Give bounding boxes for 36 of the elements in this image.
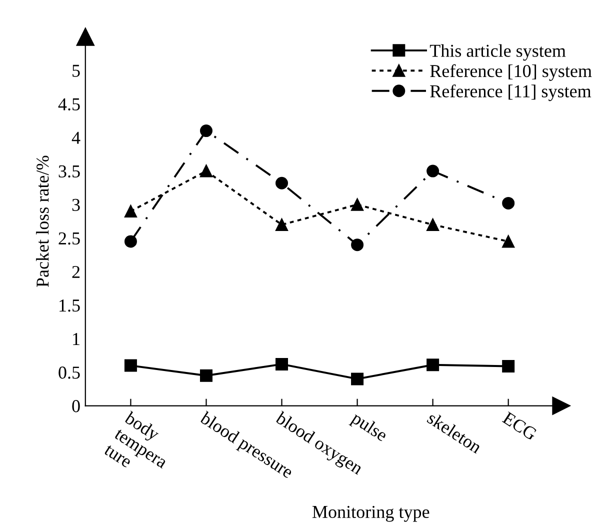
y-tick-label: 1 bbox=[73, 333, 80, 345]
x-axis-title: Monitoring type bbox=[312, 506, 430, 522]
legend-label: Reference [10] system bbox=[430, 64, 592, 81]
point bbox=[124, 235, 137, 248]
point bbox=[200, 369, 212, 382]
point bbox=[276, 176, 288, 190]
point bbox=[351, 372, 364, 386]
point bbox=[276, 358, 288, 370]
point bbox=[502, 196, 515, 210]
y-tick-label: 5 bbox=[72, 64, 80, 77]
x-tick-label: pulse bbox=[348, 410, 389, 445]
legend-label: This article system bbox=[430, 44, 566, 61]
y-tick-label: 3.5 bbox=[58, 165, 80, 178]
legend-label: Reference [11] system bbox=[430, 84, 592, 102]
y-tick-label: 1.5 bbox=[60, 300, 80, 312]
point bbox=[351, 238, 364, 252]
y-tick-label: 0 bbox=[72, 400, 80, 412]
point bbox=[351, 198, 364, 211]
point bbox=[502, 235, 515, 248]
point bbox=[502, 360, 515, 372]
y-tick-label: 4.5 bbox=[58, 98, 80, 110]
point bbox=[426, 218, 440, 231]
point bbox=[426, 358, 440, 372]
point bbox=[276, 218, 288, 231]
point bbox=[124, 359, 137, 372]
y-tick-label: 0.5 bbox=[58, 366, 80, 379]
point bbox=[200, 124, 212, 138]
point bbox=[200, 164, 212, 178]
y-tick-label: 2.5 bbox=[58, 232, 80, 245]
point bbox=[426, 164, 440, 178]
y-tick-label: 2 bbox=[72, 266, 80, 278]
point bbox=[124, 205, 137, 218]
y-axis-title: Packet loss rate/% bbox=[36, 156, 49, 288]
y-tick-label: 4 bbox=[72, 132, 80, 144]
y-tick-label: 3 bbox=[72, 198, 80, 212]
x-tick-label: ECG bbox=[502, 411, 538, 441]
